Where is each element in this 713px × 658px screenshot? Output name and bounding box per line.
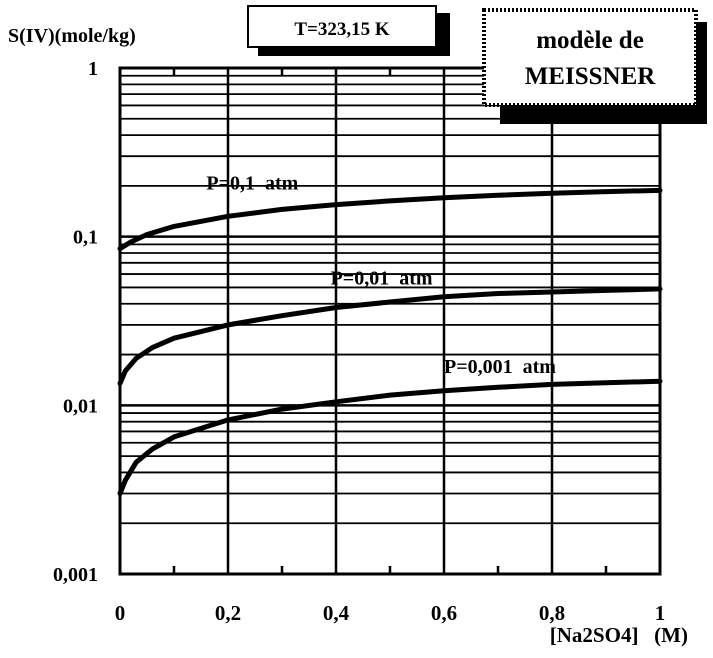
y-tick-label: 0,001 [53,564,98,586]
x-tick-label: 0,4 [323,601,350,625]
y-tick-label: 0,1 [73,227,98,249]
model-box: modèle de MEISSNER [482,8,707,124]
x-tick-label: 0 [115,601,126,625]
series-labels: P=0,1 atm P=0,01 atm P=0,001 atm [206,173,556,379]
grid [118,66,662,576]
y-tick-labels: 0,001 0,01 0,1 1 [53,58,98,586]
series-line-2 [117,286,663,386]
y-tick-label: 0,01 [63,395,98,417]
temperature-box: T=323,15 K [247,5,450,56]
series-label-1: P=0,1 atm [206,173,298,195]
x-tick-labels: 0 0,2 0,4 0,6 0,8 1 [115,601,666,625]
y-axis-label: S(IV)(mole/kg) [8,25,136,47]
model-label-line2: MEISSNER [525,63,657,90]
series-line-3 [117,378,663,496]
model-label-line1: modèle de [536,27,644,54]
x-tick-label: 0,8 [539,601,565,625]
y-tick-label: 1 [88,58,98,80]
temperature-label: T=323,15 K [294,19,389,40]
series-line-1 [117,187,663,252]
series [117,187,663,496]
series-label-3: P=0,001 atm [444,356,556,378]
x-tick-label: 0,6 [431,601,457,625]
series-label-2: P=0,01 atm [331,268,433,290]
plot-frame [118,66,662,576]
x-axis-label: [Na2SO4] (M) [550,623,688,647]
x-tick-label: 1 [655,601,666,625]
x-tick-label: 0,2 [215,601,241,625]
